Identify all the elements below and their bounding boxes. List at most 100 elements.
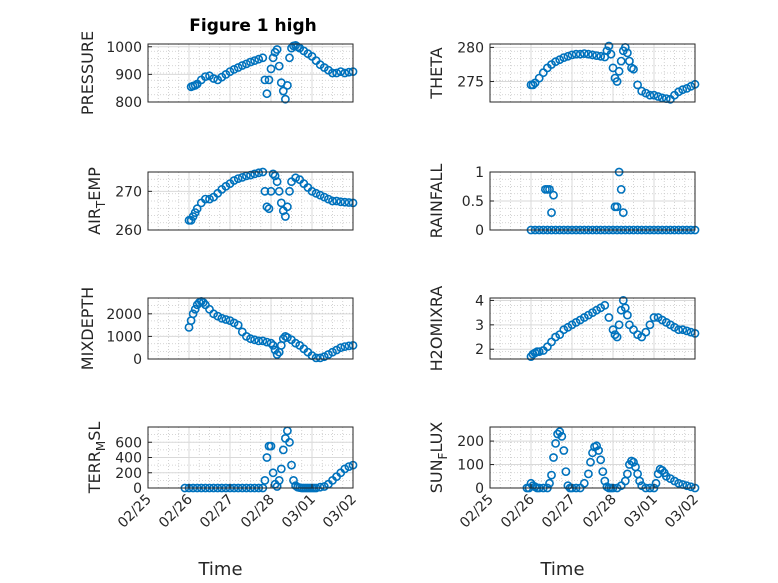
data-point — [637, 86, 647, 96]
data-point — [592, 51, 601, 60]
data-point — [616, 184, 626, 194]
data-point — [588, 50, 597, 60]
data-point — [332, 196, 341, 206]
axes-box — [147, 171, 354, 231]
data-point — [547, 208, 556, 217]
x-tick-label: 02/26 — [156, 491, 196, 531]
data-point — [268, 169, 278, 179]
data-point — [200, 72, 210, 81]
data-point — [596, 51, 606, 61]
data-point — [596, 455, 606, 465]
data-point — [612, 332, 622, 342]
data-point — [559, 53, 569, 62]
data-point — [198, 298, 208, 307]
data-point — [266, 441, 276, 451]
y-tick-label: 0 — [475, 223, 484, 239]
data-point — [614, 66, 624, 76]
y-tick-label: 200 — [115, 466, 142, 482]
data-point — [534, 347, 544, 357]
y-tick-label: 1 — [475, 165, 484, 181]
data-point — [233, 63, 243, 72]
data-point — [205, 304, 214, 314]
y-tick-label: 200 — [457, 434, 484, 450]
data-point — [328, 196, 337, 206]
data-point — [282, 202, 292, 212]
data-point — [629, 457, 638, 467]
data-point — [584, 469, 593, 479]
data-point — [551, 438, 560, 448]
data-point — [188, 309, 198, 319]
data-point — [285, 53, 294, 63]
data-point — [268, 340, 278, 350]
subplot-air-temp: 260 270 AIRTEMP — [85, 167, 358, 239]
y-tick-label: 4 — [475, 293, 484, 309]
axes-box — [489, 43, 696, 103]
x-tick-label: 03/01 — [621, 492, 661, 532]
x-tick-label: 03/02 — [320, 492, 360, 532]
y-axis-label: H2OMIXRA — [427, 286, 446, 372]
data-point — [217, 313, 227, 323]
y-tick-label: 270 — [115, 184, 142, 200]
data-point — [262, 202, 272, 212]
data-point — [645, 320, 655, 330]
data-point — [592, 441, 601, 451]
x-tick-label: 02/28 — [580, 492, 620, 532]
data-point — [278, 445, 288, 455]
x-tick-label: 02/27 — [197, 492, 237, 532]
x-tick-label: 02/25 — [457, 492, 497, 532]
axes-box — [147, 43, 354, 103]
y-axis-label: TERRMSL — [85, 422, 108, 495]
data-point — [280, 212, 290, 221]
data-point — [674, 325, 683, 335]
y-tick-label: 0 — [133, 481, 142, 497]
data-point — [285, 186, 294, 196]
data-point — [233, 174, 243, 183]
x-tick-label: 02/25 — [115, 492, 155, 532]
data-point — [233, 320, 243, 330]
data-point — [555, 427, 565, 437]
data-point — [237, 61, 247, 70]
data-point — [594, 446, 603, 455]
data-point — [276, 464, 286, 474]
data-point — [336, 197, 346, 207]
data-point — [598, 467, 608, 476]
data-point — [618, 208, 628, 217]
data-point — [262, 453, 272, 462]
y-axis-label: MIXDEPTH — [78, 287, 97, 370]
y-tick-label: 1000 — [106, 40, 142, 56]
data-point — [272, 177, 282, 187]
y-axis-label: PRESSURE — [78, 31, 97, 115]
data-point — [254, 168, 264, 178]
x-tick-label: 03/01 — [279, 492, 319, 532]
data-point — [237, 172, 247, 182]
data-point — [311, 188, 321, 198]
axes-box — [489, 297, 696, 360]
y-tick-label: 800 — [115, 95, 142, 111]
x-tick-label: 02/27 — [539, 492, 579, 532]
y-tick-label: 280 — [457, 40, 484, 56]
data-point — [586, 457, 595, 467]
y-tick-label: 400 — [115, 451, 142, 467]
data-point — [262, 89, 272, 99]
data-point — [274, 475, 284, 485]
data-point — [551, 57, 560, 67]
y-tick-label: 0 — [133, 352, 142, 368]
y-tick-label: 1000 — [106, 329, 142, 345]
data-point — [336, 67, 346, 76]
data-point — [209, 74, 218, 83]
data-point — [545, 478, 554, 488]
subplot-sun-flux: 0 100 200 SUNFLUX 02/25 02/26 02/27 02/28 03/01 0… — [427, 422, 702, 580]
data-point — [584, 49, 593, 59]
data-point — [264, 75, 274, 85]
data-point — [538, 68, 548, 78]
data-point — [579, 49, 589, 58]
data-point — [606, 49, 616, 59]
data-point — [260, 75, 270, 85]
data-point — [250, 56, 259, 65]
y-tick-label: 0.5 — [462, 194, 484, 210]
data-point — [545, 184, 554, 194]
data-point — [268, 53, 278, 63]
y-tick-label: 100 — [457, 458, 484, 474]
